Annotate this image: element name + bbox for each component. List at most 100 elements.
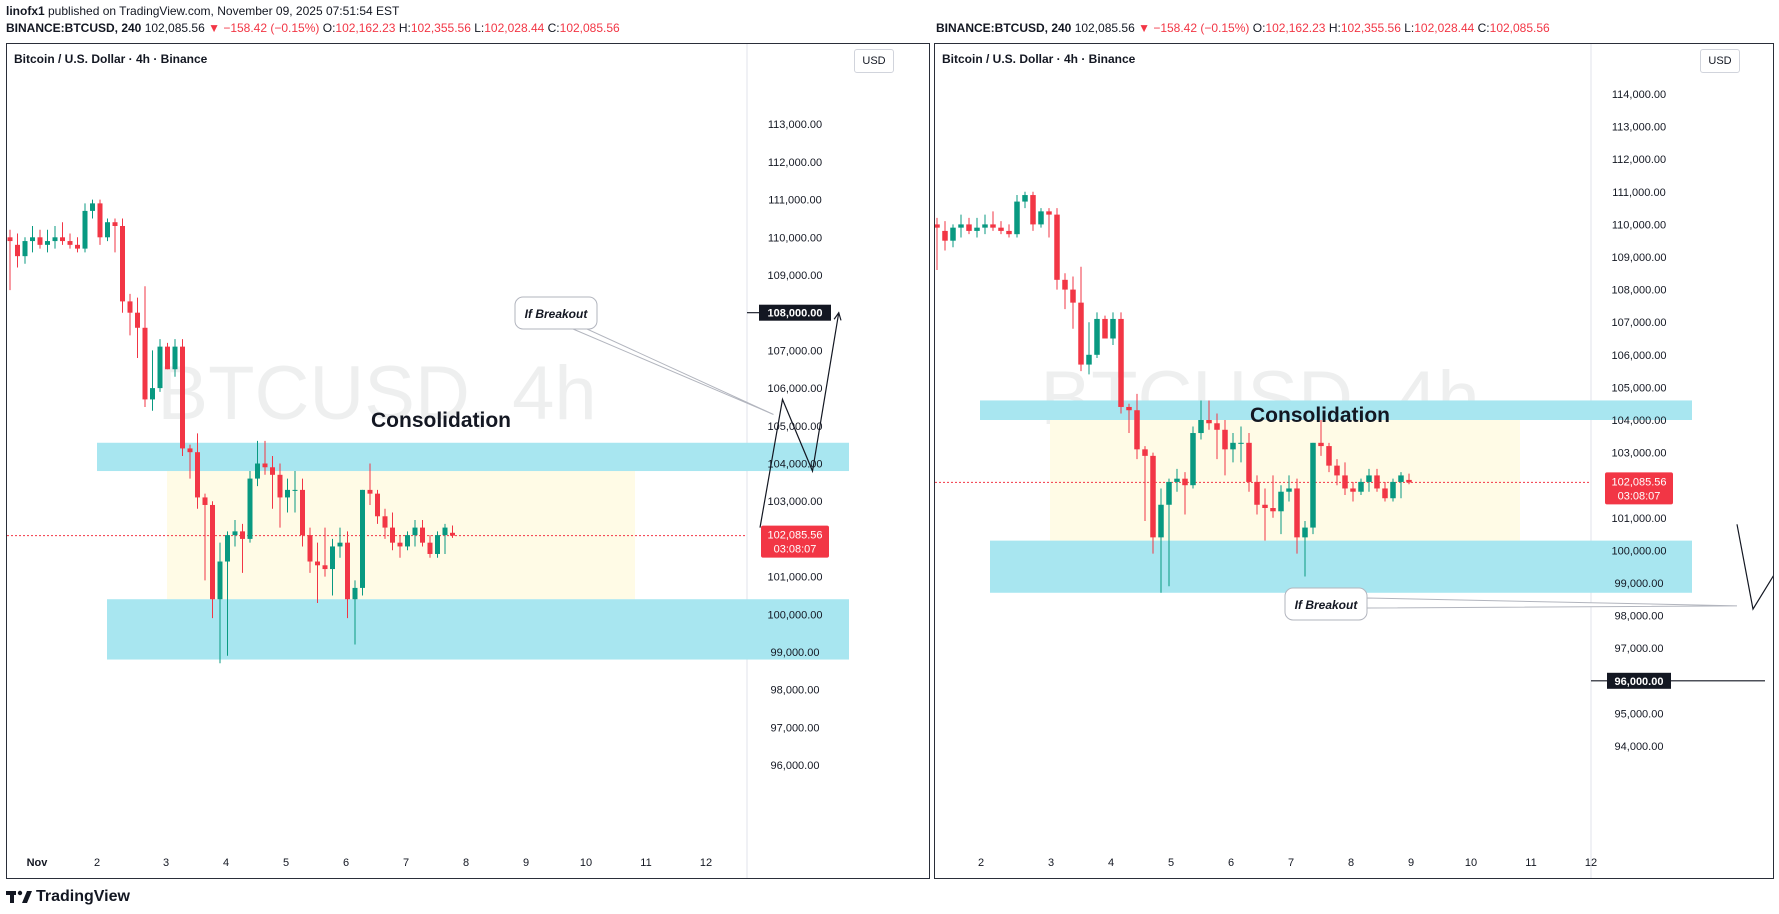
candle-body — [397, 542, 403, 547]
x-tick-label: 4 — [1108, 857, 1114, 869]
candle-body — [37, 237, 43, 245]
candle-body — [105, 222, 110, 238]
candle-body — [1142, 449, 1148, 456]
candle-body — [1086, 354, 1092, 365]
brand-name: TradingView — [36, 888, 130, 905]
y-tick-label: 106,000.00 — [1611, 350, 1666, 362]
candle-body — [982, 224, 988, 228]
ohlc-bar-right: BINANCE:BTCUSD, 240 102,085.56 ▼ −158.42… — [936, 21, 1550, 35]
y-tick-label: 107,000.00 — [1611, 317, 1666, 329]
candle-body — [942, 230, 948, 241]
candle-body — [1318, 442, 1324, 447]
x-tick-label: 5 — [283, 857, 289, 869]
current-price-label: 102,085.56 — [767, 530, 822, 542]
low-value: 102,028.44 — [484, 21, 545, 35]
candle-body — [22, 241, 28, 257]
author-name[interactable]: linofx1 — [6, 4, 45, 18]
candle-body — [1070, 289, 1076, 303]
projection-path — [759, 312, 840, 528]
y-tick-label: 97,000.00 — [1615, 643, 1664, 655]
x-tick-label: 11 — [640, 857, 651, 869]
candle-body — [950, 227, 956, 241]
target-price-tag — [759, 304, 831, 321]
candle-body — [1094, 318, 1100, 355]
x-tick-label: 2 — [94, 857, 100, 869]
close-value: 102,085.56 — [559, 21, 620, 35]
candle-body — [1254, 481, 1260, 505]
last-price: 102,085.56 — [1074, 21, 1135, 35]
target-price-label: 96,000.00 — [1615, 676, 1664, 688]
currency-button[interactable]: USD — [1700, 49, 1740, 73]
currency-button[interactable]: USD — [854, 49, 894, 73]
candle-body — [150, 388, 155, 400]
candle-body — [998, 227, 1004, 231]
candle-body — [15, 244, 20, 257]
candle-body — [1078, 302, 1084, 365]
candle-body — [1214, 423, 1220, 430]
low-value: 102,028.44 — [1414, 21, 1475, 35]
high-value: 102,355.56 — [1340, 21, 1401, 35]
x-tick-label: 8 — [463, 857, 469, 869]
candle-body — [1126, 406, 1132, 411]
price-change: ▼ −158.42 (−0.15%) — [1138, 21, 1250, 35]
candle-body — [375, 493, 380, 517]
candle-body — [112, 222, 118, 226]
x-tick-label: 10 — [1465, 857, 1477, 869]
candle-body — [1390, 481, 1396, 499]
chart-canvas-right[interactable]: BTCUSD, 4hBitcoin / U.S. DollarConsolida… — [935, 44, 1773, 878]
y-tick-label: 95,000.00 — [1615, 708, 1664, 720]
breakout-callout-tail — [572, 328, 774, 415]
candle-body — [1118, 318, 1124, 407]
y-tick-label: 112,000.00 — [1612, 154, 1666, 166]
x-tick-label: 5 — [1168, 857, 1174, 869]
breakout-label: If Breakout — [525, 307, 589, 321]
candle-body — [352, 587, 358, 600]
candle-body — [120, 225, 125, 302]
candle-body — [1102, 318, 1108, 339]
breakout-callout-tail — [1366, 597, 1738, 609]
x-tick-label: 11 — [1525, 857, 1536, 869]
candle-body — [966, 224, 972, 231]
candle-body — [330, 546, 335, 570]
candle-body — [270, 467, 275, 475]
candle-body — [1310, 442, 1316, 528]
candle-body — [958, 224, 964, 228]
current-price-tag — [761, 525, 829, 558]
candle-body — [1206, 420, 1212, 424]
x-tick-label: 3 — [163, 857, 169, 869]
x-tick-label: 10 — [580, 857, 592, 869]
support-zone — [990, 540, 1692, 593]
breakout-callout — [514, 296, 598, 330]
open-label: O: — [322, 21, 336, 35]
candle-body — [315, 561, 320, 566]
y-tick-label: 105,000.00 — [1611, 382, 1666, 394]
chart-panel-left[interactable]: BTCUSD, 4hBitcoin / U.S. DollarConsolida… — [6, 43, 930, 879]
candle-body — [202, 497, 208, 505]
chart-title: Bitcoin / U.S. Dollar · 4h · Binance — [14, 52, 208, 66]
candle-body — [1278, 491, 1284, 512]
candle-body — [1174, 478, 1180, 482]
candle-body — [1014, 201, 1020, 235]
y-tick-label: 98,000.00 — [1615, 611, 1664, 623]
candle-body — [1382, 488, 1388, 499]
x-tick-label: 2 — [978, 857, 984, 869]
tradingview-logo[interactable]: TradingView — [6, 888, 130, 906]
support-zone — [107, 599, 849, 660]
candle-body — [1270, 508, 1276, 512]
candle-body — [1350, 488, 1356, 492]
chart-panel-right[interactable]: BTCUSD, 4hBitcoin / U.S. DollarConsolida… — [934, 43, 1774, 879]
candle-body — [382, 516, 388, 528]
candle-body — [1326, 446, 1332, 466]
chart-canvas-left[interactable]: BTCUSD, 4hBitcoin / U.S. DollarConsolida… — [7, 44, 929, 878]
close-label: C: — [547, 21, 560, 35]
y-tick-label: 113,000.00 — [768, 119, 822, 131]
publish-info: linofx1 published on TradingView.com, No… — [6, 4, 399, 18]
x-tick-label: 12 — [1585, 857, 1597, 869]
candle-body — [82, 210, 88, 249]
x-tick-label: 3 — [1048, 857, 1054, 869]
y-tick-label: 111,000.00 — [1612, 187, 1665, 199]
y-tick-label: 104,000.00 — [1611, 415, 1666, 427]
candle-body — [67, 241, 73, 245]
candle-body — [142, 327, 148, 400]
close-label: C: — [1477, 21, 1490, 35]
